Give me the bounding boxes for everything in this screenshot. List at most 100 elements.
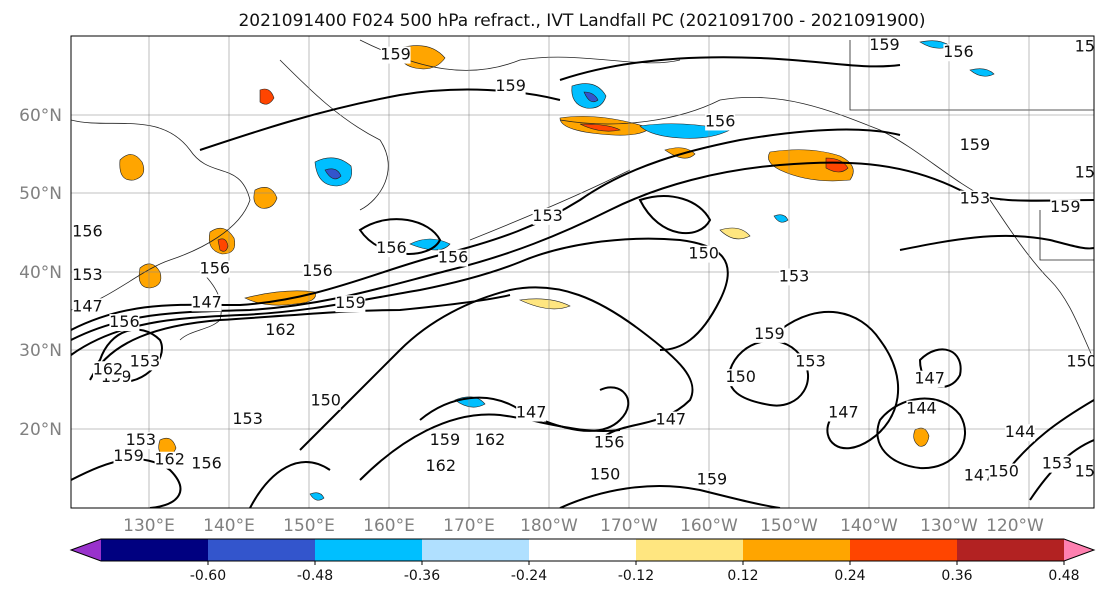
contour-label-bg	[943, 44, 974, 62]
colorbar-label: -0.36	[404, 568, 440, 584]
contour-label: 159	[960, 135, 991, 154]
contour-label: 156	[943, 42, 974, 61]
contour-label: 147	[72, 296, 103, 315]
contour-label: 159	[869, 35, 900, 54]
contour-label-bg	[199, 260, 230, 278]
lon-label-170w: 170°W	[600, 516, 658, 536]
colorbar-label: 0.36	[941, 568, 972, 584]
contour-label-bg	[532, 207, 563, 225]
lat-label-50n: 50°N	[19, 184, 62, 204]
contour-label-bg	[795, 353, 826, 371]
contour-line	[71, 161, 1094, 341]
contour-line	[876, 397, 966, 470]
lon-label-160w: 160°W	[680, 516, 738, 536]
contour-label: 147	[656, 410, 687, 429]
lat-label-30n: 30°N	[19, 341, 62, 361]
patch-blue	[324, 168, 342, 180]
patch-orange	[825, 157, 849, 173]
contour-label: 150	[590, 465, 621, 484]
contour-label-bg	[1005, 424, 1036, 442]
contour-label: 153	[795, 351, 826, 370]
contour-label: 153	[1042, 454, 1073, 473]
contour-label: 159	[113, 446, 144, 465]
contour-label: 159	[1050, 197, 1081, 216]
contour-label-bg	[754, 325, 785, 343]
colorbar-label: -0.60	[190, 568, 226, 584]
contour-label-bg	[72, 298, 103, 316]
coastline-kamchatka	[279, 59, 389, 211]
contour-label-bg	[1074, 164, 1094, 182]
contour-label: 156	[438, 248, 469, 267]
colorbar-swatch	[208, 539, 316, 561]
contour-label-bg	[191, 455, 222, 473]
contour-label: 153	[960, 189, 991, 208]
colorbar-swatch	[743, 539, 851, 561]
contour-label: 147	[191, 292, 222, 311]
colorbar-labels: -0.60 -0.48 -0.36 -0.24 -0.12 0.12 0.24 0.36 0.4…	[190, 561, 1080, 584]
contour-label-bg	[125, 432, 156, 450]
contour-label-bg	[129, 353, 160, 371]
contour-label: 144	[906, 399, 937, 418]
contour-label-bg	[1074, 38, 1094, 56]
lon-label-150e: 150°E	[283, 516, 335, 536]
contour-line	[71, 458, 182, 508]
contour-label-bg	[1050, 199, 1081, 217]
patch-orange	[913, 427, 930, 447]
contour-label: 156	[109, 312, 140, 331]
contour-label: 156	[376, 238, 407, 257]
contour-label-bg	[516, 404, 547, 422]
contour-line	[779, 310, 900, 450]
contour-line	[559, 485, 781, 508]
lon-label-140w: 140°W	[840, 516, 898, 536]
lon-label-130e: 130°E	[123, 516, 175, 536]
contour-label-bg	[696, 471, 727, 489]
contour-label-bg	[154, 451, 185, 469]
contour-label-bg	[191, 294, 222, 312]
contour-line	[359, 413, 621, 481]
patch-orange	[579, 123, 621, 132]
contour-line	[638, 195, 712, 234]
contour-label-bg	[779, 268, 810, 286]
patch-blue	[969, 68, 995, 77]
contour-label-bg	[725, 369, 756, 387]
lon-label-180w: 180°W	[520, 516, 578, 536]
patch-red	[259, 88, 275, 105]
patch-orange	[217, 238, 229, 252]
colorbar: -0.60 -0.48 -0.36 -0.24 -0.12 0.12 0.24 0.36 0.4…	[69, 538, 1096, 584]
contour-label-bg	[429, 432, 460, 450]
border-state	[1039, 210, 1094, 261]
contour-label: 150	[725, 367, 756, 386]
colorbar-label: -0.12	[618, 568, 654, 584]
contour-label: 150	[988, 462, 1019, 481]
contour-label-bg	[594, 434, 625, 452]
contour-label: 156	[705, 111, 736, 130]
contour-label-bg	[265, 321, 296, 339]
border-canada	[849, 40, 1094, 111]
patch-yellow	[518, 298, 571, 310]
colorbar-extend-min	[71, 539, 101, 561]
patch-orange	[138, 263, 162, 289]
contour-label: 147	[516, 403, 547, 422]
contour-label-bg	[310, 392, 341, 410]
contour-label-bg	[688, 245, 719, 263]
contour-label-bg	[113, 447, 144, 465]
contour-label: 159	[495, 76, 526, 95]
contour-label: 159	[754, 324, 785, 343]
colorbar-label: 0.48	[1048, 568, 1079, 584]
chart-title: 2021091400 F024 500 hPa refract., IVT La…	[238, 11, 925, 31]
contour-label-bg	[959, 137, 990, 155]
contour-label: 156	[200, 259, 231, 278]
contour-label-bg	[495, 78, 526, 96]
aleutians	[469, 169, 631, 241]
patch-yellow	[719, 227, 751, 240]
colorbar-swatch	[315, 539, 423, 561]
contour-label: 159	[430, 430, 461, 449]
patch-orange	[119, 154, 145, 181]
contour-label-bg	[92, 361, 123, 379]
contour-label-bg	[1074, 463, 1094, 481]
colorbar-label: -0.48	[297, 568, 333, 584]
lon-label-170e: 170°E	[443, 516, 495, 536]
colorbar-swatch	[422, 539, 530, 561]
contour-label: 153	[130, 351, 161, 370]
